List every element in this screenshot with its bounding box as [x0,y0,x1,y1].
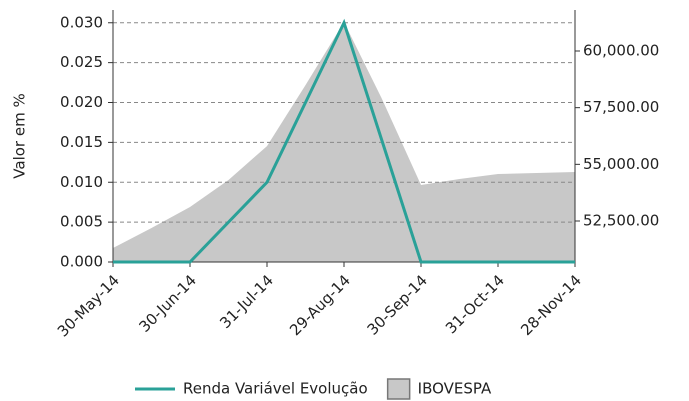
x-tick-label: 30-Jun-14 [135,271,200,336]
y2-tick-label: 60,000.00 [583,41,659,59]
legend-swatch [386,378,411,400]
x-tick-label: 30-Sep-14 [364,271,431,338]
y-tick-label: 0.025 [60,53,103,71]
y-tick-label: 0.020 [60,93,103,111]
legend-label: IBOVESPA [418,380,492,398]
y-tick-label: 0.000 [60,253,103,271]
x-tick-label: 31-Oct-14 [442,271,508,337]
y2-tick-label: 52,500.00 [583,212,659,230]
legend-label: Renda Variável Evolução [183,380,368,398]
y-tick-label: 0.005 [60,213,103,231]
y2-tick-label: 57,500.00 [583,98,659,116]
y-axis-label: Valor em % [11,93,29,178]
x-tick-label: 31-Jul-14 [216,271,277,332]
y-tick-label: 0.030 [60,13,103,31]
y-tick-label: 0.015 [60,133,103,151]
y-tick-label: 0.010 [60,173,103,191]
line [113,18,575,264]
x-tick-label: 30-May-14 [54,271,123,340]
x-tick-label: 28-Nov-14 [517,271,585,339]
y2-tick-label: 55,000.00 [583,155,659,173]
x-tick-label: 29-Aug-14 [286,271,354,339]
